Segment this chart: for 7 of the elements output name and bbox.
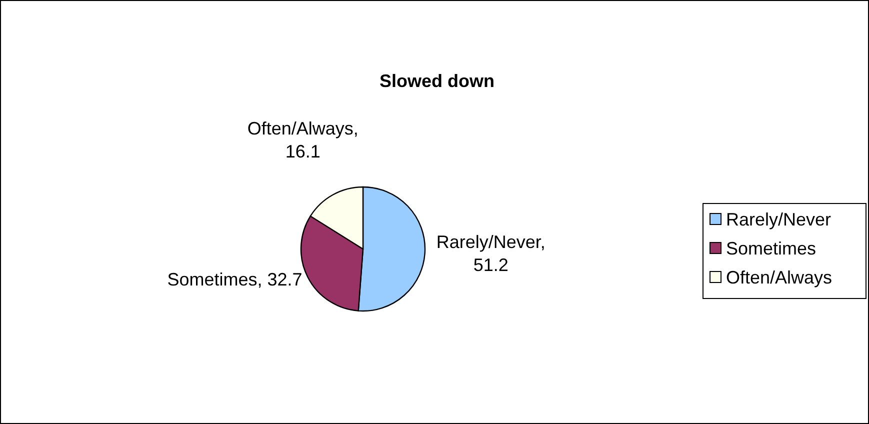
legend-label: Sometimes <box>726 238 816 258</box>
legend-label: Rarely/Never <box>726 210 832 230</box>
chart-title: Slowed down <box>380 71 494 91</box>
data-label: Sometimes, 32.7 <box>167 270 302 290</box>
data-label: Rarely/Never, 51.2 <box>436 232 546 275</box>
data-label: Often/Always, 16.1 <box>247 118 358 162</box>
legend-label: Often/Always <box>726 268 832 288</box>
